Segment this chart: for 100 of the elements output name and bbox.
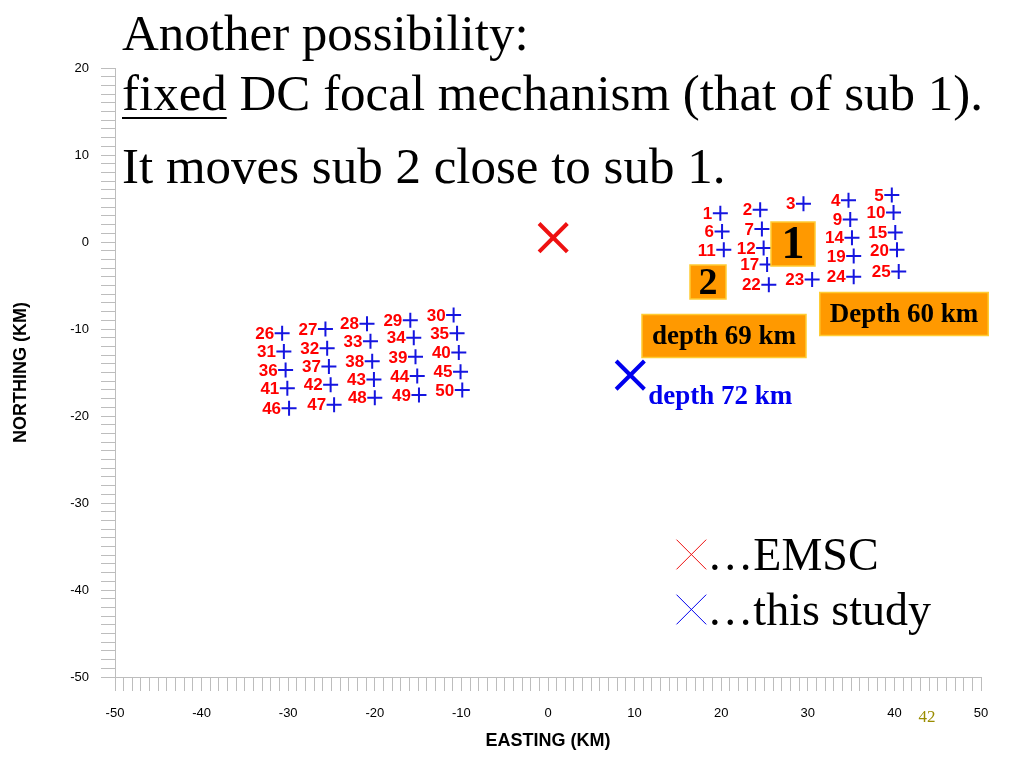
text: 42 bbox=[918, 707, 936, 727]
point bbox=[275, 343, 293, 361]
annotation: 44 bbox=[390, 366, 410, 386]
annotation: depth 72 km bbox=[648, 380, 793, 411]
annotation: 10 bbox=[866, 203, 886, 223]
annotation: 35 bbox=[430, 324, 450, 344]
annotation: 4 bbox=[831, 190, 842, 210]
annotation: 47 bbox=[307, 395, 327, 415]
point bbox=[408, 367, 426, 385]
x-tick-label: -50 bbox=[105, 705, 125, 721]
x-tick-label: 50 bbox=[973, 705, 989, 721]
point bbox=[751, 201, 769, 219]
point bbox=[845, 247, 863, 265]
point bbox=[753, 220, 771, 238]
annotation: Depth 60 km bbox=[829, 297, 979, 328]
point bbox=[361, 332, 379, 350]
annotation: 42 bbox=[303, 375, 323, 395]
x-tick-label: 10 bbox=[627, 705, 642, 721]
x-tick-label: -20 bbox=[365, 705, 385, 721]
point bbox=[886, 223, 904, 241]
point bbox=[445, 306, 463, 324]
point bbox=[448, 324, 466, 342]
x-tick-label: 20 bbox=[713, 705, 729, 721]
annotation: 37 bbox=[301, 357, 321, 377]
point bbox=[450, 343, 468, 361]
point bbox=[363, 352, 381, 370]
point bbox=[890, 263, 908, 281]
point bbox=[715, 241, 733, 259]
annotation: 36 bbox=[258, 360, 278, 380]
annotation: 34 bbox=[386, 328, 407, 348]
x-tick-label: -40 bbox=[192, 705, 211, 721]
annotation: 24 bbox=[826, 267, 847, 287]
y-tick-label: -10 bbox=[70, 320, 89, 336]
annotation: 32 bbox=[300, 338, 320, 358]
point bbox=[277, 361, 295, 379]
point bbox=[537, 221, 570, 254]
point bbox=[320, 357, 338, 375]
point bbox=[325, 396, 343, 414]
annotation: 3 bbox=[786, 194, 796, 214]
annotation: 11 bbox=[697, 240, 716, 260]
x-tick-label: -30 bbox=[278, 705, 298, 721]
x-tick-label: 30 bbox=[800, 705, 816, 721]
annotation: 41 bbox=[260, 378, 280, 398]
annotation: 27 bbox=[298, 319, 318, 339]
point bbox=[358, 315, 376, 333]
annotation: 30 bbox=[426, 305, 446, 325]
annotation: 9 bbox=[832, 210, 843, 230]
point bbox=[410, 386, 428, 404]
point bbox=[316, 320, 334, 338]
y-tick-label: -50 bbox=[70, 668, 89, 684]
point bbox=[318, 339, 336, 357]
annotation: depth 69 km bbox=[651, 319, 797, 350]
point bbox=[883, 186, 901, 204]
point bbox=[405, 329, 423, 347]
point bbox=[841, 210, 859, 228]
annotation: 23 bbox=[785, 270, 805, 290]
point bbox=[845, 268, 863, 286]
x-axis-title: EASTING (KM) bbox=[485, 730, 611, 751]
annotation: 22 bbox=[741, 275, 761, 295]
point bbox=[278, 379, 296, 397]
x-tick-label: 0 bbox=[544, 705, 552, 721]
annotation: 17 bbox=[740, 255, 760, 275]
annotation: 1 bbox=[702, 203, 713, 223]
text: It moves sub 2 close to sub 1. bbox=[122, 138, 726, 194]
annotation: 45 bbox=[433, 362, 453, 382]
annotation: 50 bbox=[435, 380, 455, 400]
y-tick-label: -30 bbox=[70, 494, 89, 510]
annotation: 5 bbox=[874, 185, 884, 205]
annotation: 33 bbox=[343, 331, 363, 351]
point bbox=[614, 358, 647, 392]
y-tick-label: 10 bbox=[74, 146, 89, 162]
y-tick-label: -40 bbox=[70, 581, 89, 597]
point bbox=[760, 276, 778, 294]
legend-label: …this study bbox=[707, 583, 932, 635]
y-tick-label: 20 bbox=[74, 59, 89, 75]
point bbox=[803, 270, 821, 288]
annotation: 31 bbox=[256, 342, 276, 362]
annotation: 6 bbox=[704, 222, 715, 242]
annotation: 19 bbox=[826, 246, 846, 266]
annotation: 2 bbox=[742, 200, 753, 220]
point bbox=[755, 239, 773, 257]
point bbox=[366, 389, 384, 407]
point bbox=[840, 191, 857, 209]
annotation: 28 bbox=[340, 314, 360, 334]
annotation: 12 bbox=[736, 238, 756, 258]
annotation: 15 bbox=[868, 223, 888, 243]
annotation: 2 bbox=[698, 259, 718, 302]
point bbox=[794, 195, 812, 213]
y-axis-title: NORTHING (KM) bbox=[9, 302, 30, 443]
y-tick-label: -20 bbox=[70, 407, 89, 423]
annotation: 7 bbox=[744, 219, 754, 239]
annotation: 48 bbox=[347, 388, 367, 408]
annotation: 29 bbox=[383, 310, 403, 330]
annotation: 40 bbox=[431, 343, 451, 363]
point bbox=[365, 370, 383, 388]
point bbox=[711, 204, 729, 222]
point bbox=[407, 348, 424, 366]
point bbox=[843, 229, 861, 247]
point bbox=[713, 223, 731, 241]
point bbox=[885, 203, 903, 221]
